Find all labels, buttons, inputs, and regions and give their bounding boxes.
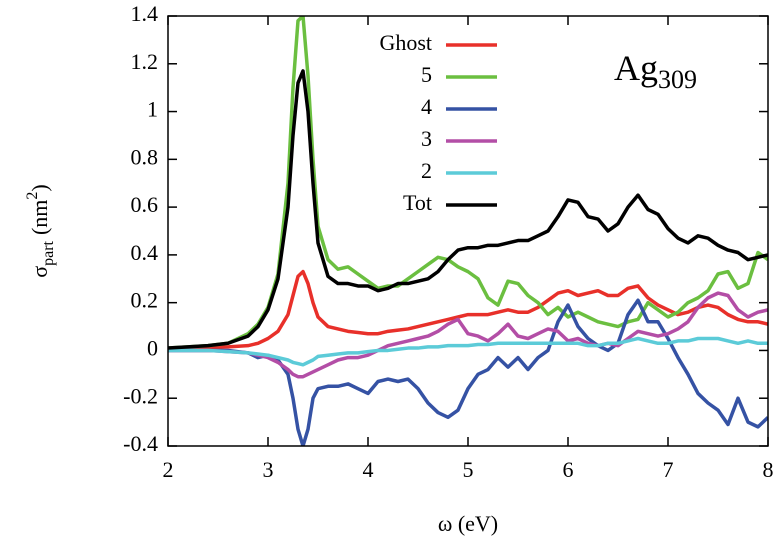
legend-label: 5 <box>421 62 432 87</box>
legend-label: Tot <box>403 190 432 215</box>
y-tick-label: 1.4 <box>131 1 159 26</box>
x-tick-label: 2 <box>163 457 174 482</box>
x-tick-label: 6 <box>563 457 574 482</box>
legend-label: 3 <box>421 126 432 151</box>
y-tick-label: -0.2 <box>123 383 158 408</box>
annotation-sub: 309 <box>658 65 697 94</box>
y-label-base: σ <box>27 266 52 278</box>
legend-label: 4 <box>421 94 432 119</box>
series-line <box>168 291 768 379</box>
y-tick-label: 1.2 <box>131 49 159 74</box>
y-label-sup: 2 <box>24 192 41 200</box>
legend-label: Ghost <box>379 30 432 55</box>
annotation-base: Ag <box>614 48 658 88</box>
y-label-sub: part <box>40 240 57 265</box>
x-tick-label: 5 <box>463 457 474 482</box>
y-label-close: ) <box>27 184 52 191</box>
y-tick-label: -0.4 <box>123 431 158 456</box>
y-tick-label: 1 <box>147 97 158 122</box>
series-line <box>168 336 768 367</box>
y-tick-label: 0.4 <box>131 240 159 265</box>
y-tick-label: 0 <box>147 335 158 360</box>
plot-lines <box>168 16 768 446</box>
y-tick-label: 0.8 <box>131 144 159 169</box>
x-tick-label: 8 <box>763 457 774 482</box>
y-axis-label: σpart (nm2) <box>24 184 57 278</box>
legend-label: 2 <box>421 158 432 183</box>
x-axis-label: ω (eV) <box>438 511 498 536</box>
x-tick-label: 4 <box>363 457 374 482</box>
y-tick-label: 0.2 <box>131 288 159 313</box>
x-tick-label: 3 <box>263 457 274 482</box>
series-line <box>168 69 768 350</box>
y-tick-label: 0.6 <box>131 192 159 217</box>
series-line <box>168 269 768 351</box>
annotation: Ag309 <box>614 48 697 94</box>
plot-frame <box>167 15 769 447</box>
series-line <box>168 16 768 350</box>
y-label-unit: (nm <box>27 200 52 235</box>
x-tick-label: 7 <box>663 457 674 482</box>
